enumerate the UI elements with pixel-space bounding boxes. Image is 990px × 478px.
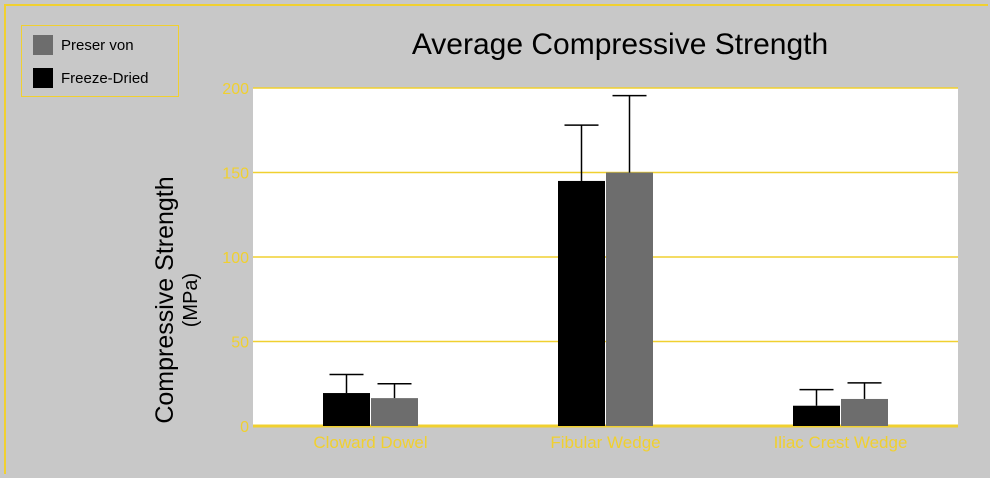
bar <box>371 398 418 426</box>
legend: Preser von Freeze-Dried <box>21 25 179 97</box>
x-category-label: Cloward Dowel <box>313 433 427 452</box>
chart-frame <box>4 4 988 474</box>
bar <box>793 405 840 426</box>
bar <box>558 180 605 426</box>
y-axis-label: Compressive Strength (MPa) <box>151 140 204 460</box>
error-bars <box>329 94 882 406</box>
legend-item-freeze-dried: Freeze-Dried <box>33 68 149 88</box>
y-axis-label-text: Compressive Strength <box>151 176 179 424</box>
legend-label: Preser von <box>61 36 134 54</box>
bar <box>841 398 888 426</box>
legend-item-preser-von: Preser von <box>33 35 134 55</box>
y-axis-unit: (MPa) <box>180 272 202 328</box>
bars <box>323 172 888 426</box>
grid-lines <box>253 87 958 428</box>
x-category-label: Iliac Crest Wedge <box>774 433 908 452</box>
legend-swatch <box>33 68 53 88</box>
bar <box>323 393 370 426</box>
y-tick-label: 0 <box>240 419 249 436</box>
y-tick-labels: 0 50 100 150 200 <box>222 81 249 436</box>
legend-label: Freeze-Dried <box>61 69 149 87</box>
chart-title: Average Compressive Strength <box>411 28 829 61</box>
y-tick-label: 200 <box>222 81 249 98</box>
x-category-labels: Cloward Dowel Fibular Wedge Iliac Crest We… <box>313 433 907 452</box>
y-tick-label: 150 <box>222 166 249 183</box>
legend-swatch <box>33 35 53 55</box>
x-category-label: Fibular Wedge <box>550 433 660 452</box>
y-tick-label: 50 <box>231 335 249 352</box>
y-tick-label: 100 <box>222 250 249 267</box>
bar <box>606 172 653 426</box>
